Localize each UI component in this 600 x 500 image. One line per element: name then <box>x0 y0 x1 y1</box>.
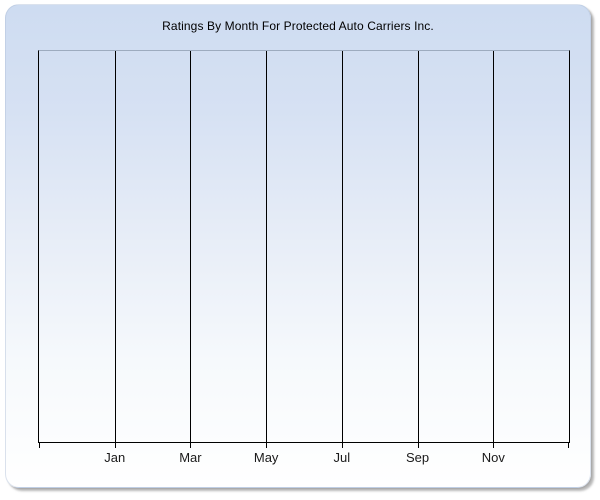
chart-panel: Ratings By Month For Protected Auto Carr… <box>5 4 591 488</box>
x-axis-tick <box>39 443 40 448</box>
x-axis-tick <box>417 443 419 448</box>
x-axis-label: Jan <box>104 450 126 465</box>
plot-area: Jan Mar May Jul Sep Nov <box>38 50 570 465</box>
x-axis-tick <box>266 443 268 448</box>
x-axis-tick <box>493 443 495 448</box>
x-axis-label: Nov <box>481 450 505 465</box>
x-gridline <box>493 51 495 442</box>
chart-title: Ratings By Month For Protected Auto Carr… <box>162 19 434 33</box>
x-axis-tick <box>190 443 192 448</box>
x-gridline <box>266 51 268 442</box>
x-axis-tick <box>114 443 116 448</box>
x-gridline <box>114 51 116 442</box>
x-axis-label: Jul <box>333 450 351 465</box>
x-gridline <box>417 51 419 442</box>
x-gridline <box>190 51 192 442</box>
x-axis-label: May <box>253 450 279 465</box>
x-axis-tick <box>568 443 569 448</box>
x-axis-tick <box>341 443 343 448</box>
x-axis-label: Mar <box>179 450 202 465</box>
x-axis-label: Sep <box>405 450 430 465</box>
x-gridline <box>341 51 343 442</box>
